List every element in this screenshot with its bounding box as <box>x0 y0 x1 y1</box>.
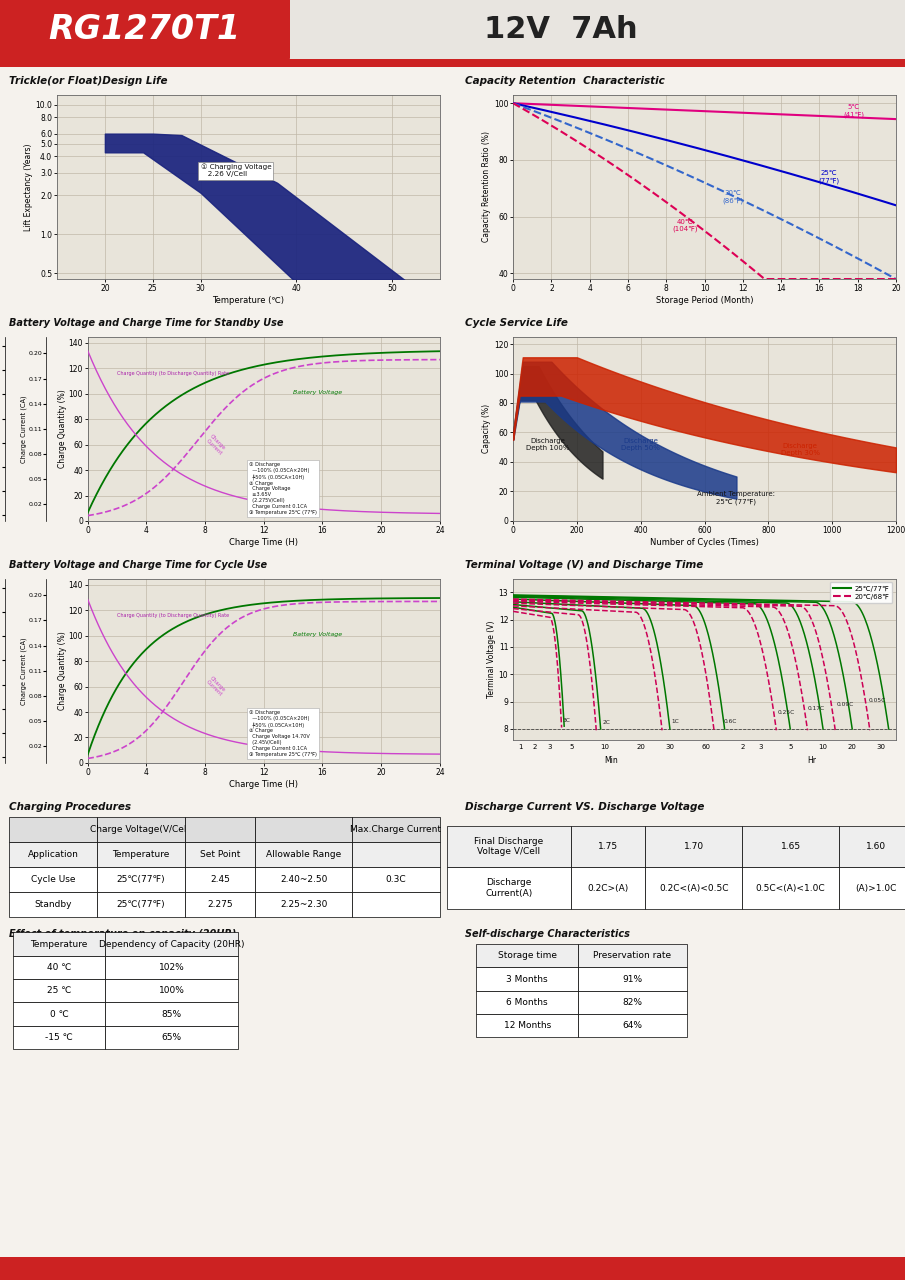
Bar <box>290 0 905 59</box>
Text: 10: 10 <box>818 744 827 750</box>
Text: Hr: Hr <box>807 756 816 765</box>
Text: ① Charging Voltage
   2.26 V/Cell: ① Charging Voltage 2.26 V/Cell <box>201 164 272 178</box>
Text: 20: 20 <box>848 744 857 750</box>
Text: 2: 2 <box>740 744 745 750</box>
Text: 1C: 1C <box>672 719 680 724</box>
Text: 2C: 2C <box>602 719 610 724</box>
Text: 30: 30 <box>665 744 674 750</box>
X-axis label: Charge Time (H): Charge Time (H) <box>229 780 299 788</box>
Y-axis label: Charge Current (CA): Charge Current (CA) <box>20 396 27 462</box>
Y-axis label: Terminal Voltage (V): Terminal Voltage (V) <box>487 621 496 698</box>
Y-axis label: Charge Quantity (%): Charge Quantity (%) <box>58 631 67 710</box>
Text: 3: 3 <box>548 744 552 750</box>
Text: Min: Min <box>605 756 618 765</box>
Text: RG1270T1: RG1270T1 <box>49 13 241 46</box>
Text: Discharge
Depth 50%: Discharge Depth 50% <box>622 438 660 451</box>
Text: 20: 20 <box>636 744 645 750</box>
Text: 12V  7Ah: 12V 7Ah <box>484 15 638 44</box>
Text: 5: 5 <box>788 744 793 750</box>
Text: 0.05C: 0.05C <box>869 698 886 703</box>
Text: 0.09C: 0.09C <box>836 701 853 707</box>
Text: 40℃
(104℉): 40℃ (104℉) <box>672 219 698 233</box>
Text: 5℃
(41℉): 5℃ (41℉) <box>843 104 864 118</box>
Text: Charge Quantity (to Discharge Quantity) Rate: Charge Quantity (to Discharge Quantity) … <box>117 613 229 618</box>
Text: 25℃
(77℉): 25℃ (77℉) <box>818 170 840 183</box>
Text: 2: 2 <box>533 744 538 750</box>
Text: 30: 30 <box>877 744 886 750</box>
Text: Ambient Temperature:
25℃ (77℉): Ambient Temperature: 25℃ (77℉) <box>698 492 776 504</box>
Y-axis label: Charge Quantity (%): Charge Quantity (%) <box>58 389 67 468</box>
Y-axis label: Charge Current (CA): Charge Current (CA) <box>20 637 27 704</box>
Text: Capacity Retention  Characteristic: Capacity Retention Characteristic <box>465 76 665 86</box>
X-axis label: Temperature (℃): Temperature (℃) <box>213 296 284 305</box>
Text: 0.6C: 0.6C <box>723 719 737 724</box>
Text: Discharge
Depth 30%: Discharge Depth 30% <box>781 443 820 456</box>
Text: 30℃
(86℉): 30℃ (86℉) <box>723 191 744 204</box>
Text: Battery Voltage: Battery Voltage <box>293 632 342 636</box>
Y-axis label: Capacity Retention Ratio (%): Capacity Retention Ratio (%) <box>482 132 491 242</box>
Text: Battery Voltage: Battery Voltage <box>293 390 342 394</box>
Y-axis label: Capacity (%): Capacity (%) <box>482 404 491 453</box>
Text: Battery Voltage and Charge Time for Cycle Use: Battery Voltage and Charge Time for Cycl… <box>9 559 267 570</box>
Text: 3C: 3C <box>562 718 570 723</box>
Text: 0.25C: 0.25C <box>778 710 795 714</box>
Text: Terminal Voltage (V) and Discharge Time: Terminal Voltage (V) and Discharge Time <box>465 559 703 570</box>
X-axis label: Number of Cycles (Times): Number of Cycles (Times) <box>650 538 759 547</box>
Y-axis label: Lift Expectancy (Years): Lift Expectancy (Years) <box>24 143 33 230</box>
X-axis label: Storage Period (Month): Storage Period (Month) <box>656 296 753 305</box>
Text: 10: 10 <box>600 744 609 750</box>
Text: Charge
Current: Charge Current <box>205 676 227 698</box>
Legend: 25℃/77℉, 20℃/68℉: 25℃/77℉, 20℃/68℉ <box>830 582 892 603</box>
Text: Battery Voltage and Charge Time for Standby Use: Battery Voltage and Charge Time for Stan… <box>9 317 283 328</box>
Text: Trickle(or Float)Design Life: Trickle(or Float)Design Life <box>9 76 167 86</box>
Text: ① Discharge
  —100% (0.05CA×20H)
  ╄50% (0.05CA×10H)
② Charge
  Charge Voltage 1: ① Discharge —100% (0.05CA×20H) ╄50% (0.0… <box>249 710 317 756</box>
Text: 3: 3 <box>758 744 763 750</box>
Text: ① Discharge
  —100% (0.05CA×20H)
  ╄50% (0.05CA×10H)
② Charge
  Charge Voltage
 : ① Discharge —100% (0.05CA×20H) ╄50% (0.0… <box>249 462 317 515</box>
Text: Charge Quantity (to Discharge Quantity) Rate: Charge Quantity (to Discharge Quantity) … <box>117 371 229 376</box>
Text: 0.17C: 0.17C <box>807 705 824 710</box>
Text: 1: 1 <box>519 744 523 750</box>
Text: Cycle Service Life: Cycle Service Life <box>465 317 568 328</box>
Text: Discharge Current VS. Discharge Voltage: Discharge Current VS. Discharge Voltage <box>465 801 704 812</box>
Text: 5: 5 <box>569 744 574 750</box>
Text: Discharge
Depth 100%: Discharge Depth 100% <box>527 438 570 451</box>
X-axis label: Charge Time (H): Charge Time (H) <box>229 538 299 547</box>
Polygon shape <box>290 0 905 59</box>
Text: Charge
Current: Charge Current <box>205 434 227 456</box>
Text: Charging Procedures: Charging Procedures <box>9 801 131 812</box>
Text: Self-discharge Characteristics: Self-discharge Characteristics <box>465 928 630 938</box>
Text: 60: 60 <box>702 744 710 750</box>
Text: Effect of temperature on capacity (20HR): Effect of temperature on capacity (20HR) <box>9 928 236 938</box>
